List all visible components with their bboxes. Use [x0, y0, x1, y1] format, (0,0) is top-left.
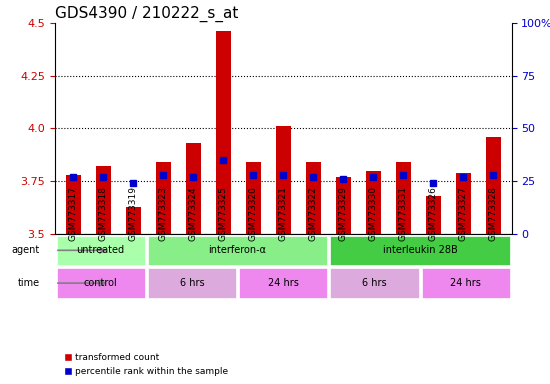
- Text: control: control: [84, 278, 118, 288]
- Text: GSM773325: GSM773325: [219, 186, 228, 241]
- Bar: [216, 31, 230, 234]
- Bar: [186, 143, 201, 234]
- FancyBboxPatch shape: [331, 268, 419, 298]
- FancyBboxPatch shape: [422, 268, 510, 298]
- Bar: [486, 137, 501, 234]
- FancyBboxPatch shape: [239, 268, 327, 298]
- Text: GSM773319: GSM773319: [129, 186, 138, 241]
- Text: GSM773324: GSM773324: [189, 186, 197, 241]
- Bar: [65, 175, 80, 234]
- Bar: [336, 177, 351, 234]
- Text: time: time: [18, 278, 40, 288]
- Text: GSM773331: GSM773331: [399, 186, 408, 241]
- Text: interleukin 28B: interleukin 28B: [383, 245, 458, 255]
- Text: 24 hrs: 24 hrs: [450, 278, 481, 288]
- Text: interferon-α: interferon-α: [208, 245, 267, 255]
- Bar: [246, 162, 261, 234]
- FancyBboxPatch shape: [57, 268, 145, 298]
- Bar: [156, 162, 170, 234]
- Bar: [276, 126, 291, 234]
- Text: GSM773321: GSM773321: [279, 186, 288, 241]
- Text: GDS4390 / 210222_s_at: GDS4390 / 210222_s_at: [55, 5, 238, 22]
- Bar: [456, 173, 471, 234]
- Text: GSM773323: GSM773323: [158, 186, 168, 241]
- Text: GSM773317: GSM773317: [69, 186, 78, 241]
- Text: untreated: untreated: [76, 245, 125, 255]
- FancyBboxPatch shape: [148, 268, 236, 298]
- Bar: [426, 196, 441, 234]
- Text: GSM773327: GSM773327: [459, 186, 468, 241]
- Text: GSM773322: GSM773322: [309, 186, 318, 241]
- FancyBboxPatch shape: [57, 235, 145, 265]
- Text: GSM773330: GSM773330: [369, 186, 378, 241]
- Legend: transformed count, percentile rank within the sample: transformed count, percentile rank withi…: [59, 350, 232, 379]
- Text: 24 hrs: 24 hrs: [268, 278, 299, 288]
- FancyBboxPatch shape: [148, 235, 327, 265]
- Text: GSM773318: GSM773318: [98, 186, 108, 241]
- Bar: [396, 162, 411, 234]
- Text: agent: agent: [12, 245, 40, 255]
- Text: GSM773326: GSM773326: [429, 186, 438, 241]
- Text: GSM773328: GSM773328: [489, 186, 498, 241]
- Text: 6 hrs: 6 hrs: [180, 278, 204, 288]
- Bar: [366, 170, 381, 234]
- Text: GSM773320: GSM773320: [249, 186, 258, 241]
- Bar: [96, 166, 111, 234]
- Text: GSM773329: GSM773329: [339, 186, 348, 241]
- Bar: [125, 207, 141, 234]
- Text: 6 hrs: 6 hrs: [362, 278, 387, 288]
- FancyBboxPatch shape: [331, 235, 510, 265]
- Bar: [306, 162, 321, 234]
